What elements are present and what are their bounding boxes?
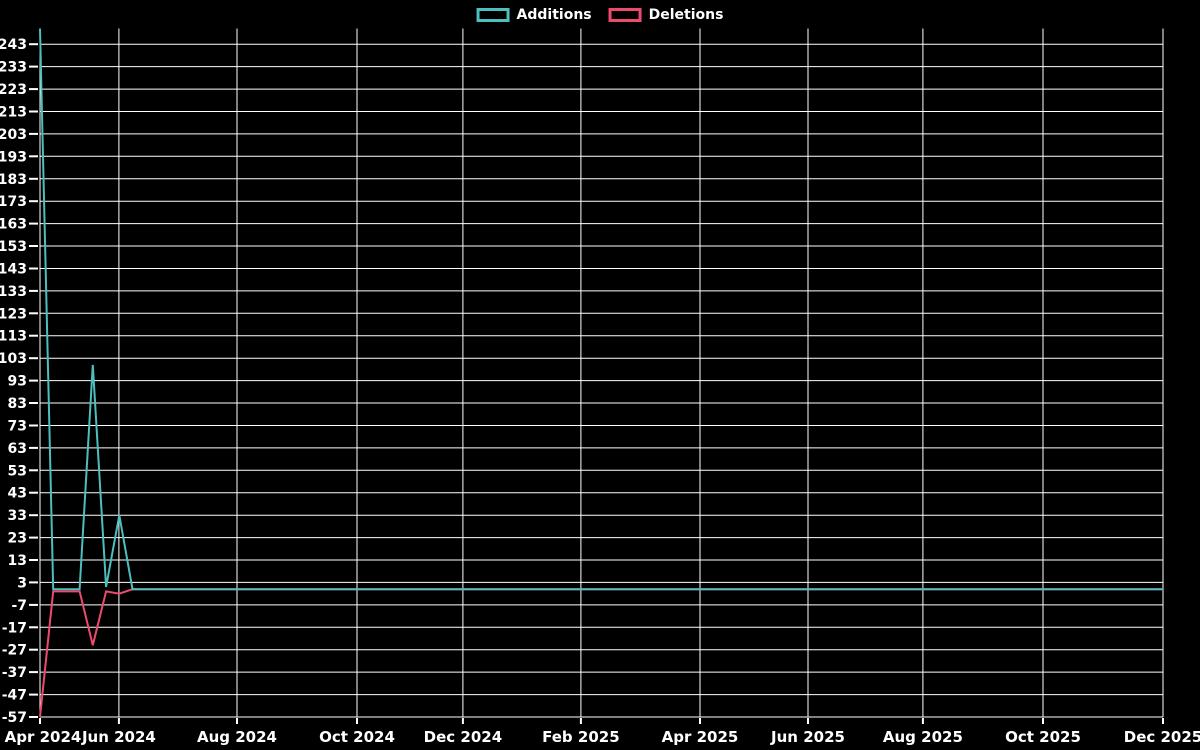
x-axis-tick-label: Aug 2024: [197, 728, 277, 746]
legend-item-additions[interactable]: Additions: [476, 7, 592, 23]
x-axis-tick-label: Feb 2025: [542, 728, 620, 746]
y-axis-tick-label: 113: [0, 329, 27, 345]
x-axis-tick-label: Apr 2025: [662, 728, 739, 746]
legend-label-additions: Additions: [516, 7, 592, 23]
y-axis-tick-label: 233: [0, 60, 27, 76]
y-axis-tick-label: 143: [0, 262, 27, 278]
deletions-line: [39, 588, 1163, 718]
x-axis-tick-label: Oct 2024: [319, 728, 395, 746]
y-axis-tick-label: 133: [0, 284, 27, 300]
y-axis-tick-label: 43: [8, 486, 27, 502]
y-axis-tick-label: 153: [0, 239, 27, 255]
y-axis-tick-label: 53: [8, 463, 27, 479]
y-axis-tick-label: 33: [8, 508, 27, 524]
y-axis-tick-label: 173: [0, 194, 27, 210]
y-axis-tick-label: 83: [8, 396, 27, 412]
deletions-swatch-icon: [608, 8, 642, 22]
legend-label-deletions: Deletions: [648, 7, 724, 23]
additions-line: [39, 28, 1163, 591]
y-axis-tick-label: 123: [0, 306, 27, 322]
y-axis-tick-label: -27: [2, 643, 27, 659]
y-axis-tick-label: 243: [0, 37, 27, 53]
y-axis-tick-label: 73: [8, 419, 27, 435]
y-axis-tick-label: 13: [8, 553, 27, 569]
x-axis-tick-label: Jun 2024: [81, 728, 156, 746]
x-axis-tick-label: Dec 2024: [424, 728, 503, 746]
x-axis-tick-label: Apr 2024: [5, 728, 82, 746]
y-axis-tick-label: -57: [2, 710, 27, 726]
x-axis-tick-label: Oct 2025: [1005, 728, 1081, 746]
x-axis-tick-label: Aug 2025: [883, 728, 963, 746]
y-axis-tick-label: 193: [0, 149, 27, 165]
y-axis-tick-label: 3: [17, 575, 27, 591]
x-axis-tick-label: Dec 2025: [1124, 728, 1200, 746]
y-axis-tick-label: 223: [0, 82, 27, 98]
y-axis-tick-label: 213: [0, 105, 27, 121]
y-axis-tick-label: -17: [2, 620, 27, 636]
y-axis-tick-label: 23: [8, 531, 27, 547]
chart-legend: Additions Deletions: [476, 7, 724, 23]
y-axis-tick-label: -7: [11, 598, 27, 614]
y-axis-tick-label: 163: [0, 217, 27, 233]
y-axis-tick-label: 183: [0, 172, 27, 188]
y-axis-tick-label: 203: [0, 127, 27, 143]
y-axis-tick-label: 63: [8, 441, 27, 457]
y-axis-tick-label: -37: [2, 665, 27, 681]
y-axis-tick-label: 103: [0, 351, 27, 367]
additions-swatch-icon: [476, 8, 510, 22]
legend-item-deletions[interactable]: Deletions: [608, 7, 724, 23]
x-axis-tick-label: Jun 2025: [770, 728, 845, 746]
y-axis-tick-label: -47: [2, 688, 27, 704]
y-axis-tick-label: 93: [8, 374, 27, 390]
